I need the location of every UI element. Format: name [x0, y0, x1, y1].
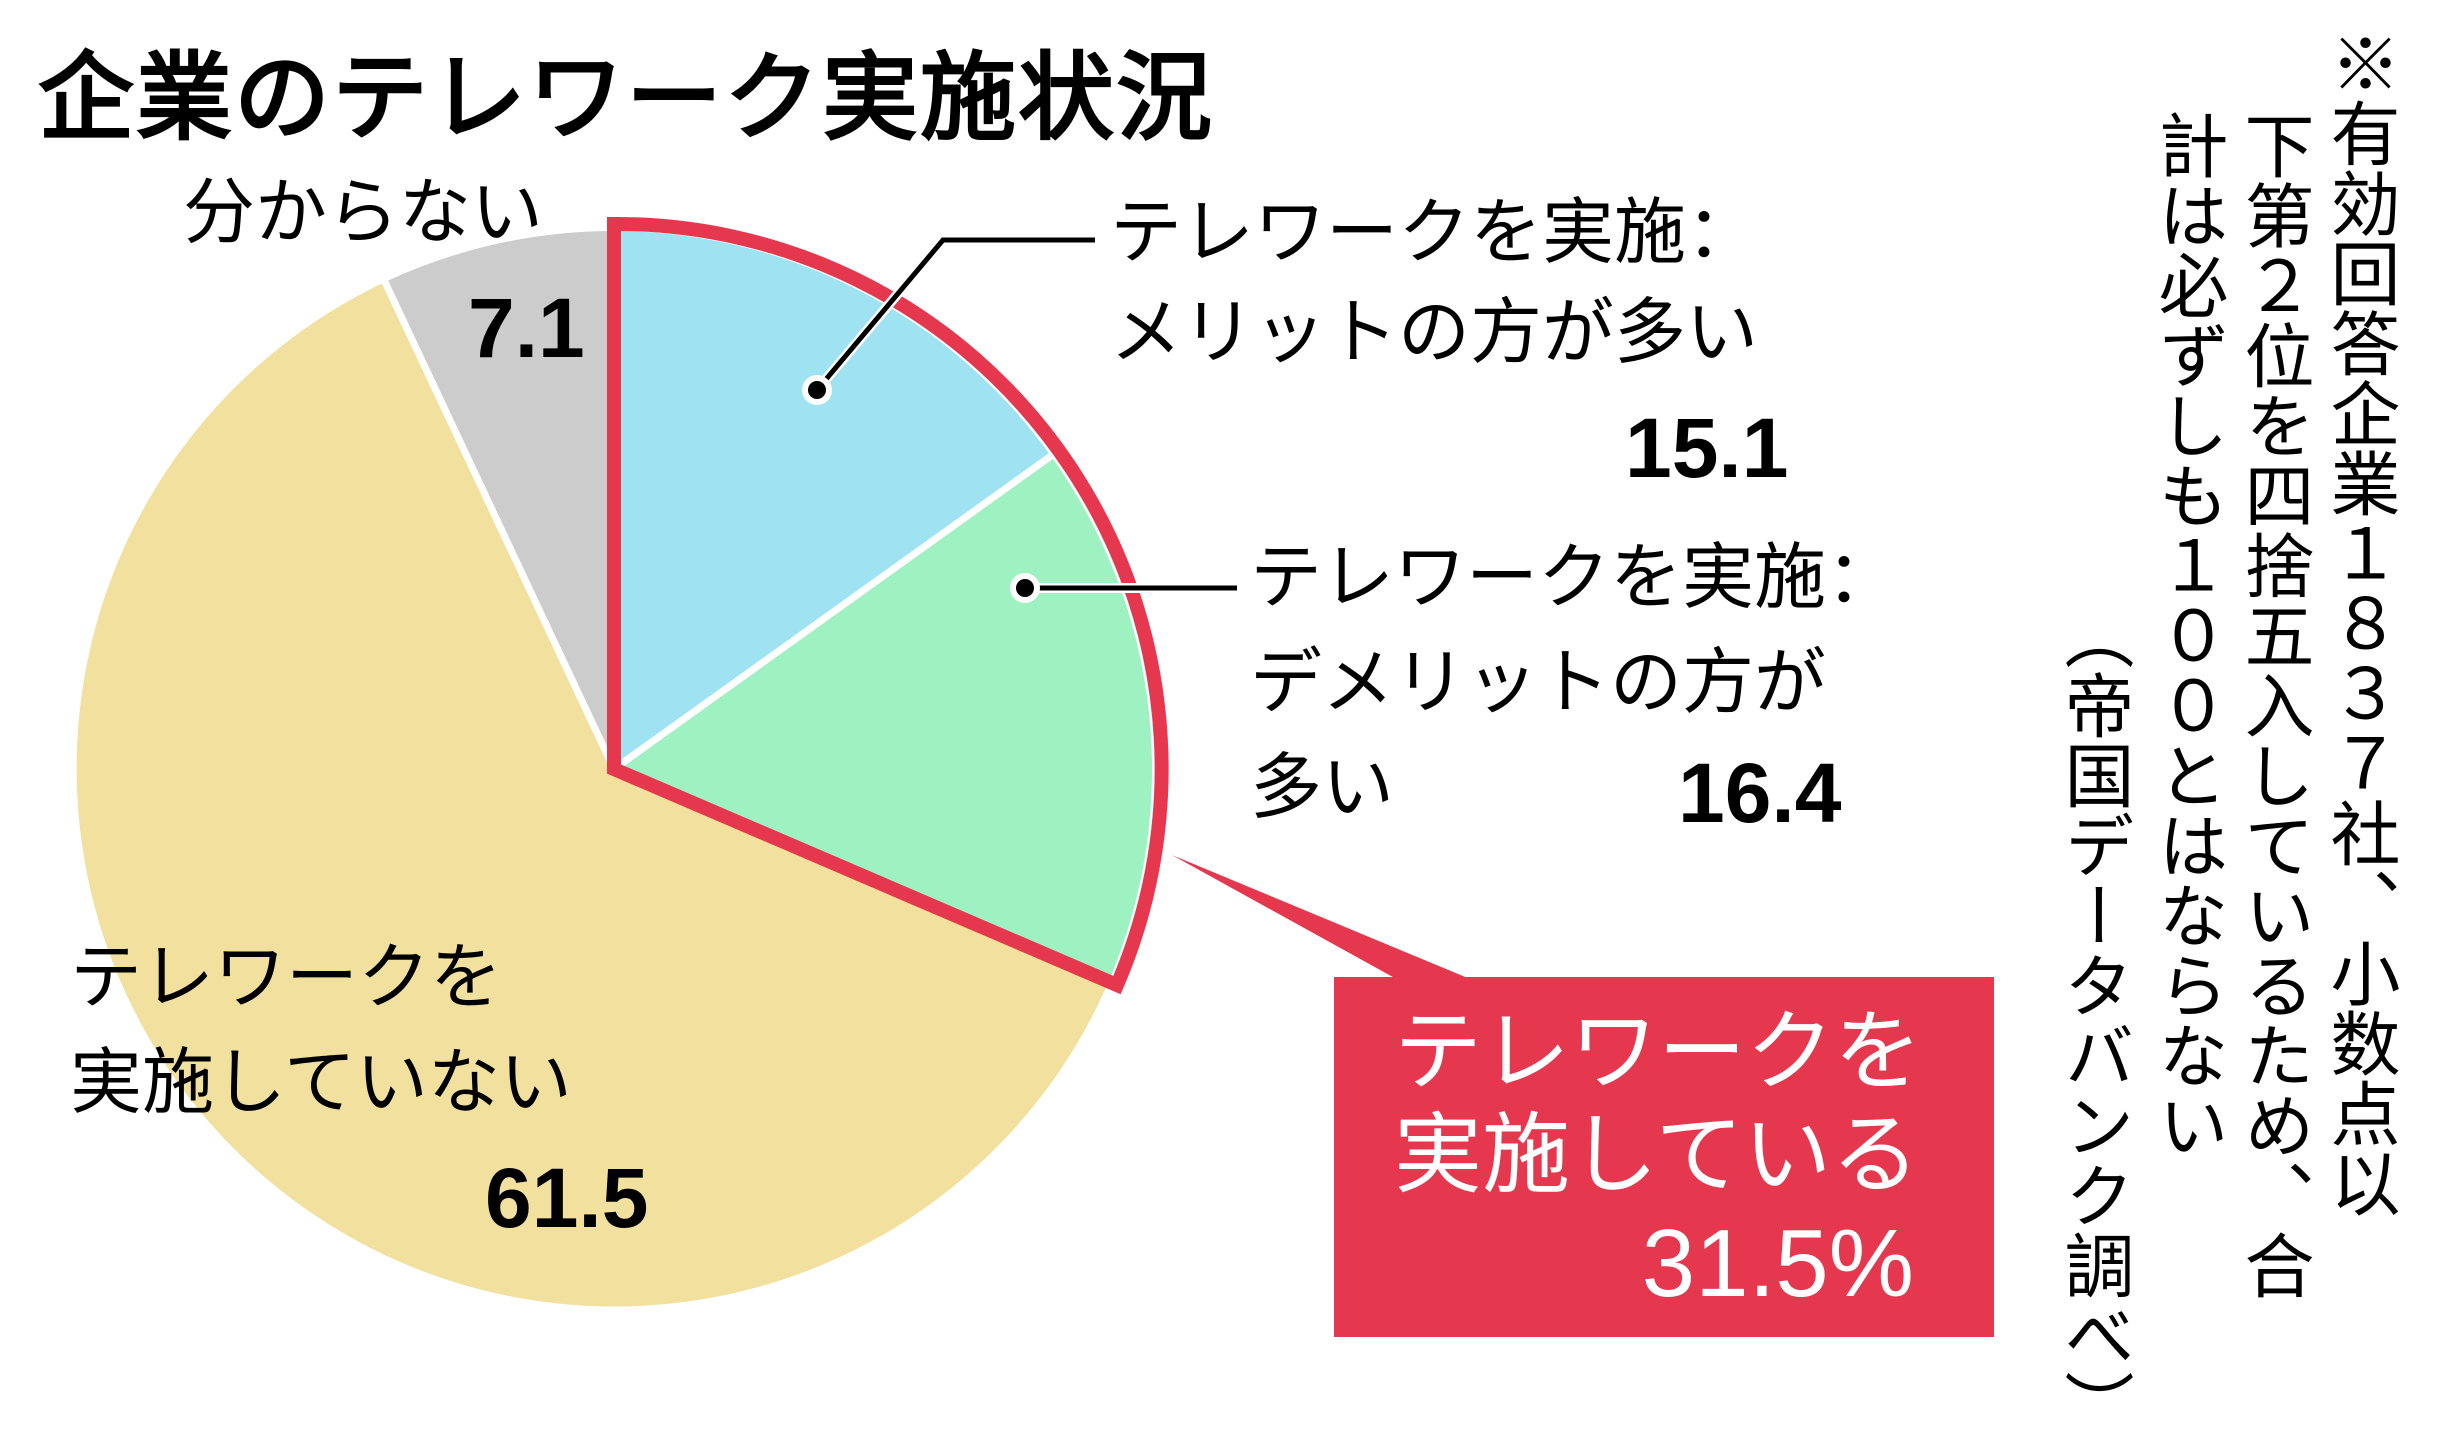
slice-unknown [385, 230, 614, 769]
value-merit: 15.1 [1625, 401, 1789, 495]
pie-chart [76, 216, 1475, 1307]
slice-merit [614, 231, 1051, 769]
highlight-outline [607, 216, 1169, 995]
note-column-3: 計は必ずしも１００とはならない [2147, 110, 2229, 1160]
label-merit-line1: テレワークを実施： [1110, 190, 1759, 274]
value-unknown: 7.1 [468, 281, 585, 375]
callout-line2: 実施している [1394, 1103, 1920, 1206]
note-column-2: 下第２位を四捨五入しているため、合 [2233, 110, 2315, 1300]
chart-title: 企業のテレワーク実施状況 [38, 42, 1214, 154]
callout-implemented: テレワークを 実施している 31.5% [1334, 977, 1994, 1337]
note-source: （帝国データバンク調べ） [2053, 600, 2135, 1440]
slice-not-implemented [76, 282, 1109, 1307]
label-not-implemented-line2: 実施していない [70, 1040, 572, 1124]
label-demerit-line2: デメリットの方が [1250, 640, 1827, 724]
value-not-implemented: 61.5 [485, 1151, 649, 1245]
label-demerit-line3: 多い [1250, 745, 1395, 829]
value-demerit: 16.4 [1678, 746, 1842, 840]
note-column-1: ※有効回答企業１８３７社、小数点以 [2319, 28, 2401, 1218]
label-unknown: 分からない [183, 170, 544, 254]
label-merit-line2: メリットの方が多い [1110, 290, 1759, 374]
label-demerit-line1: テレワークを実施： [1250, 535, 1899, 619]
callout-line1: テレワークを [1394, 1000, 1923, 1103]
callout-pointer [1172, 855, 1475, 981]
label-not-implemented-line1: テレワークを [70, 935, 503, 1019]
callout-value: 31.5% [1641, 1210, 1914, 1317]
